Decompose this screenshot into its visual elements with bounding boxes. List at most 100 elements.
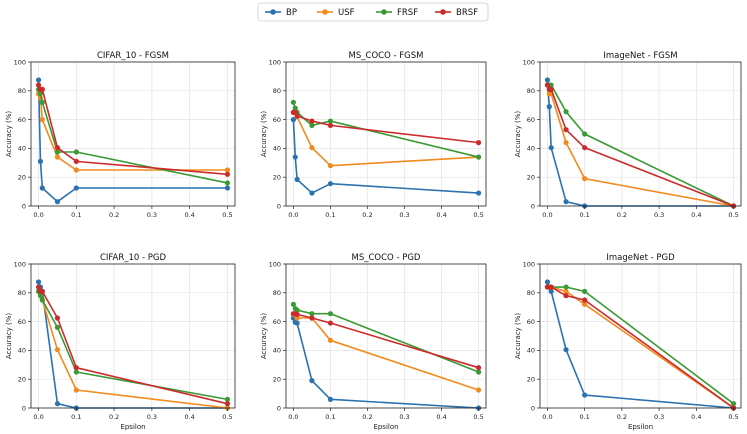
legend-item-brsf: BRSF xyxy=(435,8,478,18)
series-line-usf xyxy=(293,313,479,391)
data-point-frsf xyxy=(292,105,298,111)
x-tick-label: 0.1 xyxy=(579,413,589,421)
x-axis-label: Epsilon xyxy=(628,423,653,431)
axes-frame xyxy=(285,263,487,409)
y-tick-label: 40 xyxy=(527,347,535,355)
series-frsf xyxy=(35,288,231,402)
y-tick-label: 60 xyxy=(18,116,26,124)
data-point-frsf xyxy=(582,288,588,294)
x-tick-label: 0.5 xyxy=(222,413,232,421)
data-point-brsf xyxy=(294,311,300,317)
legend-label: USF xyxy=(338,8,355,18)
x-tick-label: 0.2 xyxy=(362,211,372,219)
data-point-brsf xyxy=(548,284,554,290)
series-line-frsf xyxy=(547,84,734,207)
chart-title: ImageNet - FGSM xyxy=(603,51,677,61)
chart-title: ImageNet - PGD xyxy=(606,253,675,263)
x-tick-label: 0.4 xyxy=(691,211,701,219)
series-line-frsf xyxy=(292,304,479,373)
x-tick-label: 0.3 xyxy=(399,413,409,421)
x-tick-label: 0.3 xyxy=(147,211,157,219)
x-tick-label: 0.4 xyxy=(436,211,446,219)
y-tick-label: 100 xyxy=(523,260,535,268)
x-tick-label: 0.5 xyxy=(222,211,232,219)
series-line-brsf xyxy=(37,286,228,405)
data-point-usf xyxy=(39,117,45,123)
data-point-bp xyxy=(294,320,300,326)
data-point-usf xyxy=(294,315,300,321)
data-point-frsf xyxy=(37,293,44,299)
data-point-brsf xyxy=(309,118,315,124)
data-point-frsf xyxy=(475,369,482,375)
series-bp xyxy=(544,279,737,411)
chart-panel-4: 0.0 0.1 0.2 0.3 0.4 0.5 0 20 40 60 80 100 CIFAR_10 -… xyxy=(5,253,236,431)
series-line-brsf xyxy=(546,84,734,207)
chart-panel-6: 0.0 0.1 0.2 0.3 0.4 0.5 0 20 40 60 80 100 ImageNet -… xyxy=(514,253,742,431)
data-point-bp xyxy=(563,199,569,205)
y-tick-label: 40 xyxy=(273,347,281,355)
y-tick-label: 0 xyxy=(531,404,535,412)
x-tick-label: 0.2 xyxy=(362,413,372,421)
data-point-bp xyxy=(309,378,315,384)
y-tick-label: 60 xyxy=(273,318,281,326)
data-point-usf xyxy=(73,387,79,393)
series-bp xyxy=(290,315,482,411)
x-axis-label: Epsilon xyxy=(373,423,398,431)
y-tick-label: 100 xyxy=(14,58,26,66)
series-usf xyxy=(35,91,231,173)
series-usf xyxy=(35,288,231,411)
data-point-bp xyxy=(327,181,334,187)
data-point-frsf xyxy=(224,396,231,402)
series-brsf xyxy=(544,284,737,411)
legend-label: BRSF xyxy=(456,8,478,18)
x-tick-label: 0.4 xyxy=(691,413,701,421)
series-usf xyxy=(290,311,482,393)
data-point-usf xyxy=(327,163,334,169)
y-tick-label: 40 xyxy=(273,145,281,153)
data-point-frsf xyxy=(54,149,61,155)
data-point-frsf xyxy=(73,149,79,155)
y-tick-label: 40 xyxy=(527,145,535,153)
data-point-frsf xyxy=(290,301,297,307)
series-line-brsf xyxy=(293,111,479,144)
y-tick-label: 60 xyxy=(18,318,26,326)
chart-panel-1: 0.0 0.1 0.2 0.3 0.4 0.5 0 20 40 60 80 100 CIFAR_10 -… xyxy=(5,51,236,219)
axes-frame xyxy=(285,61,487,207)
data-point-bp xyxy=(544,279,551,285)
series-line-brsf xyxy=(547,286,735,409)
x-tick-label: 0.5 xyxy=(728,413,738,421)
series-line-frsf xyxy=(37,89,228,184)
y-tick-label: 0 xyxy=(22,202,26,210)
y-tick-label: 20 xyxy=(273,174,281,182)
axes-frame xyxy=(539,263,742,409)
data-point-brsf xyxy=(327,320,334,326)
chart-panel-5: 0.0 0.1 0.2 0.3 0.4 0.5 0 20 40 60 80 100 MS_COCO - … xyxy=(260,253,487,431)
axes-frame xyxy=(30,61,236,207)
y-axis-label: Accuracy (%) xyxy=(260,313,268,360)
axes-frame xyxy=(539,61,742,207)
data-point-bp xyxy=(563,347,569,353)
data-point-brsf xyxy=(73,365,79,371)
x-tick-label: 0.3 xyxy=(399,211,409,219)
y-tick-label: 40 xyxy=(18,347,26,355)
series-frsf xyxy=(290,99,482,160)
y-tick-label: 80 xyxy=(273,289,281,297)
data-point-usf xyxy=(309,145,315,151)
x-tick-label: 0.0 xyxy=(288,211,298,219)
legend-label: FRSF xyxy=(397,8,418,18)
x-axis-label: Epsilon xyxy=(120,423,145,431)
x-tick-label: 0.5 xyxy=(473,413,483,421)
data-point-bp xyxy=(544,77,551,83)
data-point-brsf xyxy=(54,145,61,151)
data-point-usf xyxy=(582,176,588,182)
data-point-bp xyxy=(548,145,554,151)
data-point-brsf xyxy=(563,127,569,133)
series-line-bp xyxy=(37,79,228,203)
x-tick-label: 0.2 xyxy=(617,413,627,421)
axes-frame xyxy=(30,263,236,409)
data-point-bp xyxy=(39,185,45,191)
legend-item-bp: BP xyxy=(265,8,297,18)
y-tick-label: 0 xyxy=(277,404,281,412)
y-tick-label: 20 xyxy=(18,376,26,384)
series-usf xyxy=(544,82,737,209)
